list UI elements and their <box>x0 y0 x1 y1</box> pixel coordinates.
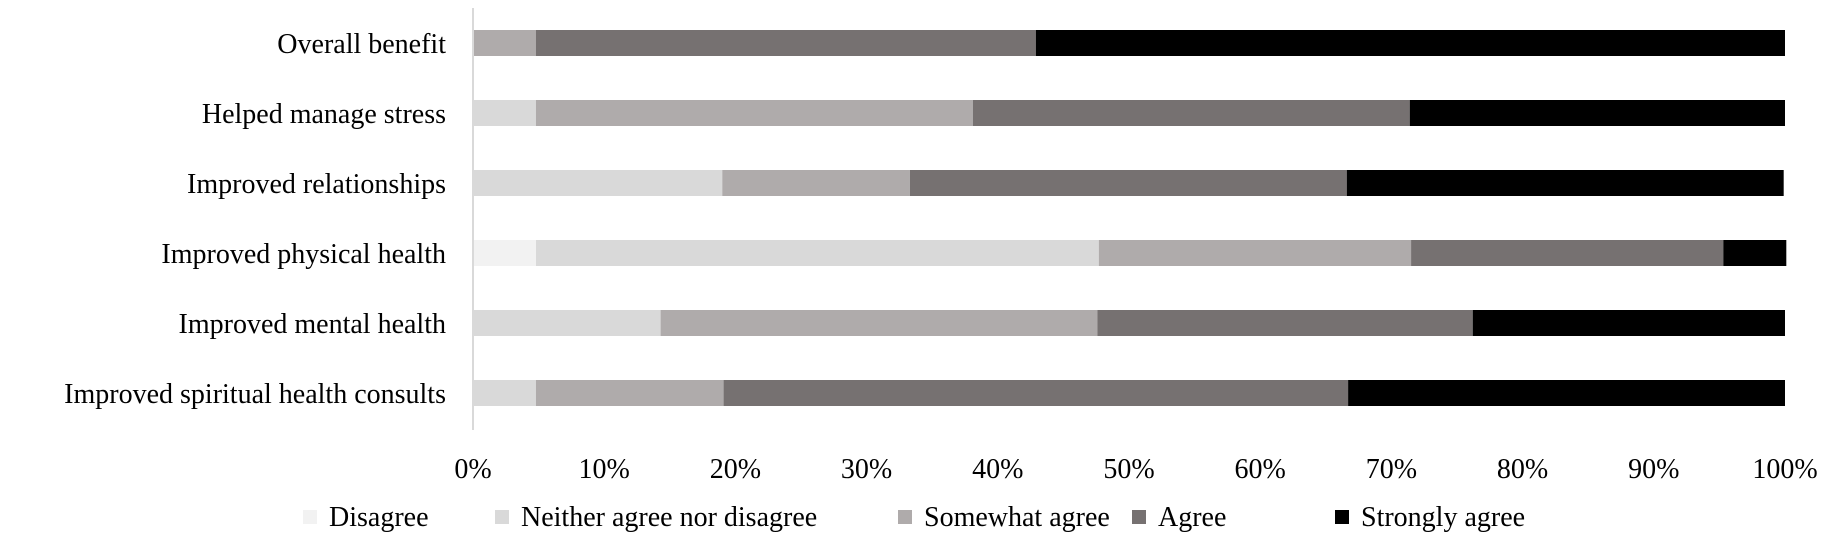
bar-segment-somewhat-agree <box>722 170 910 196</box>
x-tick-label: 20% <box>710 454 761 485</box>
x-tick-label: 70% <box>1366 454 1417 485</box>
x-tick-label: 90% <box>1628 454 1679 485</box>
bar-segment-strongly-agree <box>1348 380 1785 406</box>
x-tick-label: 0% <box>454 454 491 485</box>
bar-segment-somewhat-agree <box>535 100 973 126</box>
category-labels: Overall benefit Helped manage stress Impro… <box>64 29 446 410</box>
legend-label: Agree <box>1158 502 1226 533</box>
category-label: Improved relationships <box>187 169 446 200</box>
bar-segment-somewhat-agree <box>535 380 724 406</box>
bar-segment-agree <box>1097 310 1473 336</box>
legend-label: Neither agree nor disagree <box>521 502 817 533</box>
legend-swatch-disagree <box>303 510 317 524</box>
legend-swatch-somewhat-agree <box>898 510 912 524</box>
bar-segment-neither-agree-nor-disagree <box>473 380 536 406</box>
bar-segment-neither-agree-nor-disagree <box>535 240 1099 266</box>
category-label: Overall benefit <box>277 29 446 60</box>
legend: Disagree Neither agree nor disagree Somewh… <box>303 502 1525 533</box>
x-tick-label: 60% <box>1235 454 1286 485</box>
bar-segment-neither-agree-nor-disagree <box>473 100 536 126</box>
x-axis-tick-labels: 0% 10% 20% 30% 40% 50% 60% 70% 80% 90% 100% <box>454 454 1817 485</box>
legend-label: Disagree <box>329 502 429 533</box>
bar-segment-agree <box>535 30 1036 56</box>
bar-segment-strongly-agree <box>1723 240 1787 266</box>
legend-swatch-agree <box>1132 510 1146 524</box>
bar-segment-neither-agree-nor-disagree <box>473 170 723 196</box>
bar-segment-agree <box>972 100 1410 126</box>
x-tick-label: 100% <box>1752 454 1817 485</box>
bar-segment-agree <box>909 170 1347 196</box>
legend-swatch-neither-agree-nor-disagree <box>495 510 509 524</box>
bar-segment-agree <box>723 380 1349 406</box>
bar-segment-disagree <box>473 240 536 266</box>
legend-swatch-strongly-agree <box>1335 510 1349 524</box>
bar-segment-neither-agree-nor-disagree <box>473 310 661 336</box>
bar-segment-strongly-agree <box>1409 100 1785 126</box>
x-tick-label: 30% <box>841 454 892 485</box>
x-tick-label: 10% <box>579 454 630 485</box>
bar-segment-strongly-agree <box>1035 30 1785 56</box>
category-label: Improved spiritual health consults <box>64 379 446 410</box>
legend-label: Strongly agree <box>1361 502 1525 533</box>
x-tick-label: 40% <box>972 454 1023 485</box>
bars-layer <box>473 30 1787 406</box>
bar-segment-agree <box>1411 240 1724 266</box>
bar-segment-somewhat-agree <box>660 310 1098 336</box>
bar-segment-somewhat-agree <box>1098 240 1412 266</box>
bar-segment-strongly-agree <box>1346 170 1784 196</box>
bar-segment-strongly-agree <box>1472 310 1785 336</box>
category-label: Improved mental health <box>179 309 446 340</box>
legend-label: Somewhat agree <box>924 502 1110 533</box>
category-label: Improved physical health <box>161 239 446 270</box>
x-tick-label: 50% <box>1103 454 1154 485</box>
x-tick-label: 80% <box>1497 454 1548 485</box>
category-label: Helped manage stress <box>202 99 446 130</box>
bar-segment-somewhat-agree <box>473 30 536 56</box>
